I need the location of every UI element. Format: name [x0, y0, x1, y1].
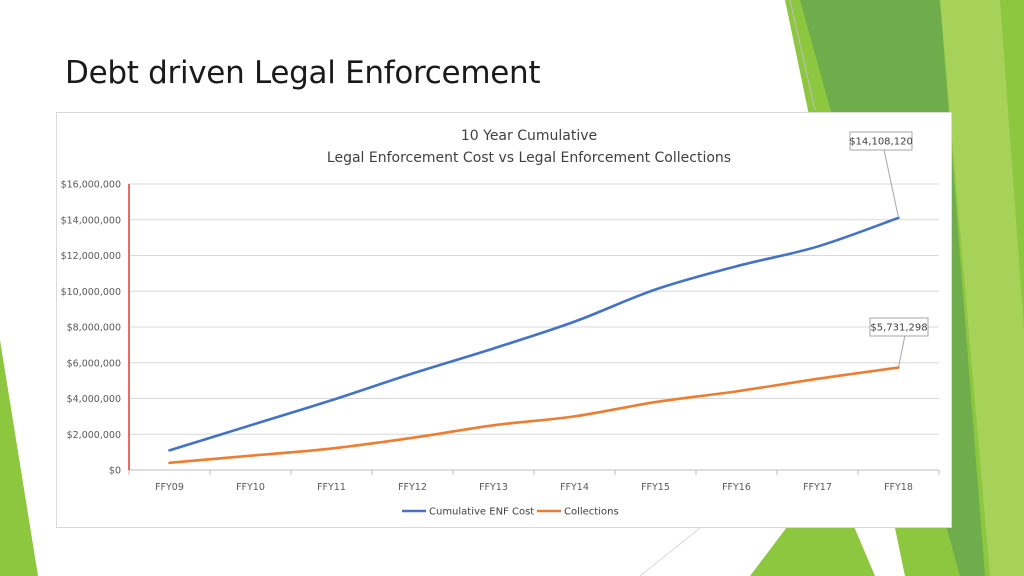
- data-label: $14,108,120: [849, 137, 913, 148]
- y-tick-label: $8,000,000: [67, 323, 121, 334]
- data-label: $5,731,298: [870, 323, 927, 334]
- x-tick-label: FFY18: [884, 482, 913, 493]
- y-axis-ticks: $0 $2,000,000 $4,000,000 $6,000,000 $8,000,0…: [61, 180, 121, 477]
- accent-line: [639, 527, 701, 576]
- green-accent-shape: [940, 0, 1024, 576]
- legend: Cumulative ENF Cost Collections: [402, 507, 619, 518]
- chart-title: 10 Year Cumulative: [461, 128, 597, 144]
- callout-leader: [883, 149, 899, 218]
- callout-leader: [898, 335, 906, 368]
- y-tick-label: $2,000,000: [67, 430, 121, 441]
- x-tick-label: FFY15: [641, 482, 670, 493]
- gridlines: [129, 183, 939, 471]
- chart-frame: 10 Year Cumulative Legal Enforcement Cos…: [56, 112, 952, 528]
- legend-label: Cumulative ENF Cost: [429, 507, 534, 518]
- y-tick-label: $4,000,000: [67, 394, 121, 405]
- x-tick-label: FFY16: [722, 482, 751, 493]
- y-tick-label: $16,000,000: [61, 180, 121, 191]
- x-tick-label: FFY10: [236, 482, 265, 493]
- green-accent-shape: [0, 340, 38, 576]
- x-axis-ticks: FFY09 FFY10 FFY11 FFY12 FFY13 FFY14 FFY15 FFY16…: [128, 470, 940, 493]
- end-callouts: $14,108,120 $5,731,298: [849, 131, 929, 368]
- y-tick-label: $6,000,000: [67, 358, 121, 369]
- callout-box: [849, 131, 913, 151]
- x-tick-label: FFY11: [317, 482, 346, 493]
- callout-box: [869, 317, 929, 337]
- line-chart: 10 Year Cumulative Legal Enforcement Cos…: [61, 128, 940, 518]
- accent-line: [789, 0, 816, 111]
- x-tick-label: FFY09: [155, 482, 184, 493]
- y-tick-label: $0: [109, 466, 121, 477]
- legend-label: Collections: [564, 507, 619, 518]
- x-tick-label: FFY17: [803, 482, 832, 493]
- slide-title: Debt driven Legal Enforcement: [65, 55, 541, 91]
- series-line-1: [168, 216, 900, 452]
- y-tick-label: $12,000,000: [61, 251, 121, 262]
- series-line-2: [168, 366, 900, 465]
- chart-subtitle: Legal Enforcement Cost vs Legal Enforcem…: [327, 150, 731, 166]
- y-tick-label: $10,000,000: [61, 287, 121, 298]
- x-tick-label: FFY12: [398, 482, 427, 493]
- y-tick-label: $14,000,000: [61, 215, 121, 226]
- x-tick-label: FFY14: [560, 482, 589, 493]
- x-tick-label: FFY13: [479, 482, 508, 493]
- series-lines: [168, 216, 900, 465]
